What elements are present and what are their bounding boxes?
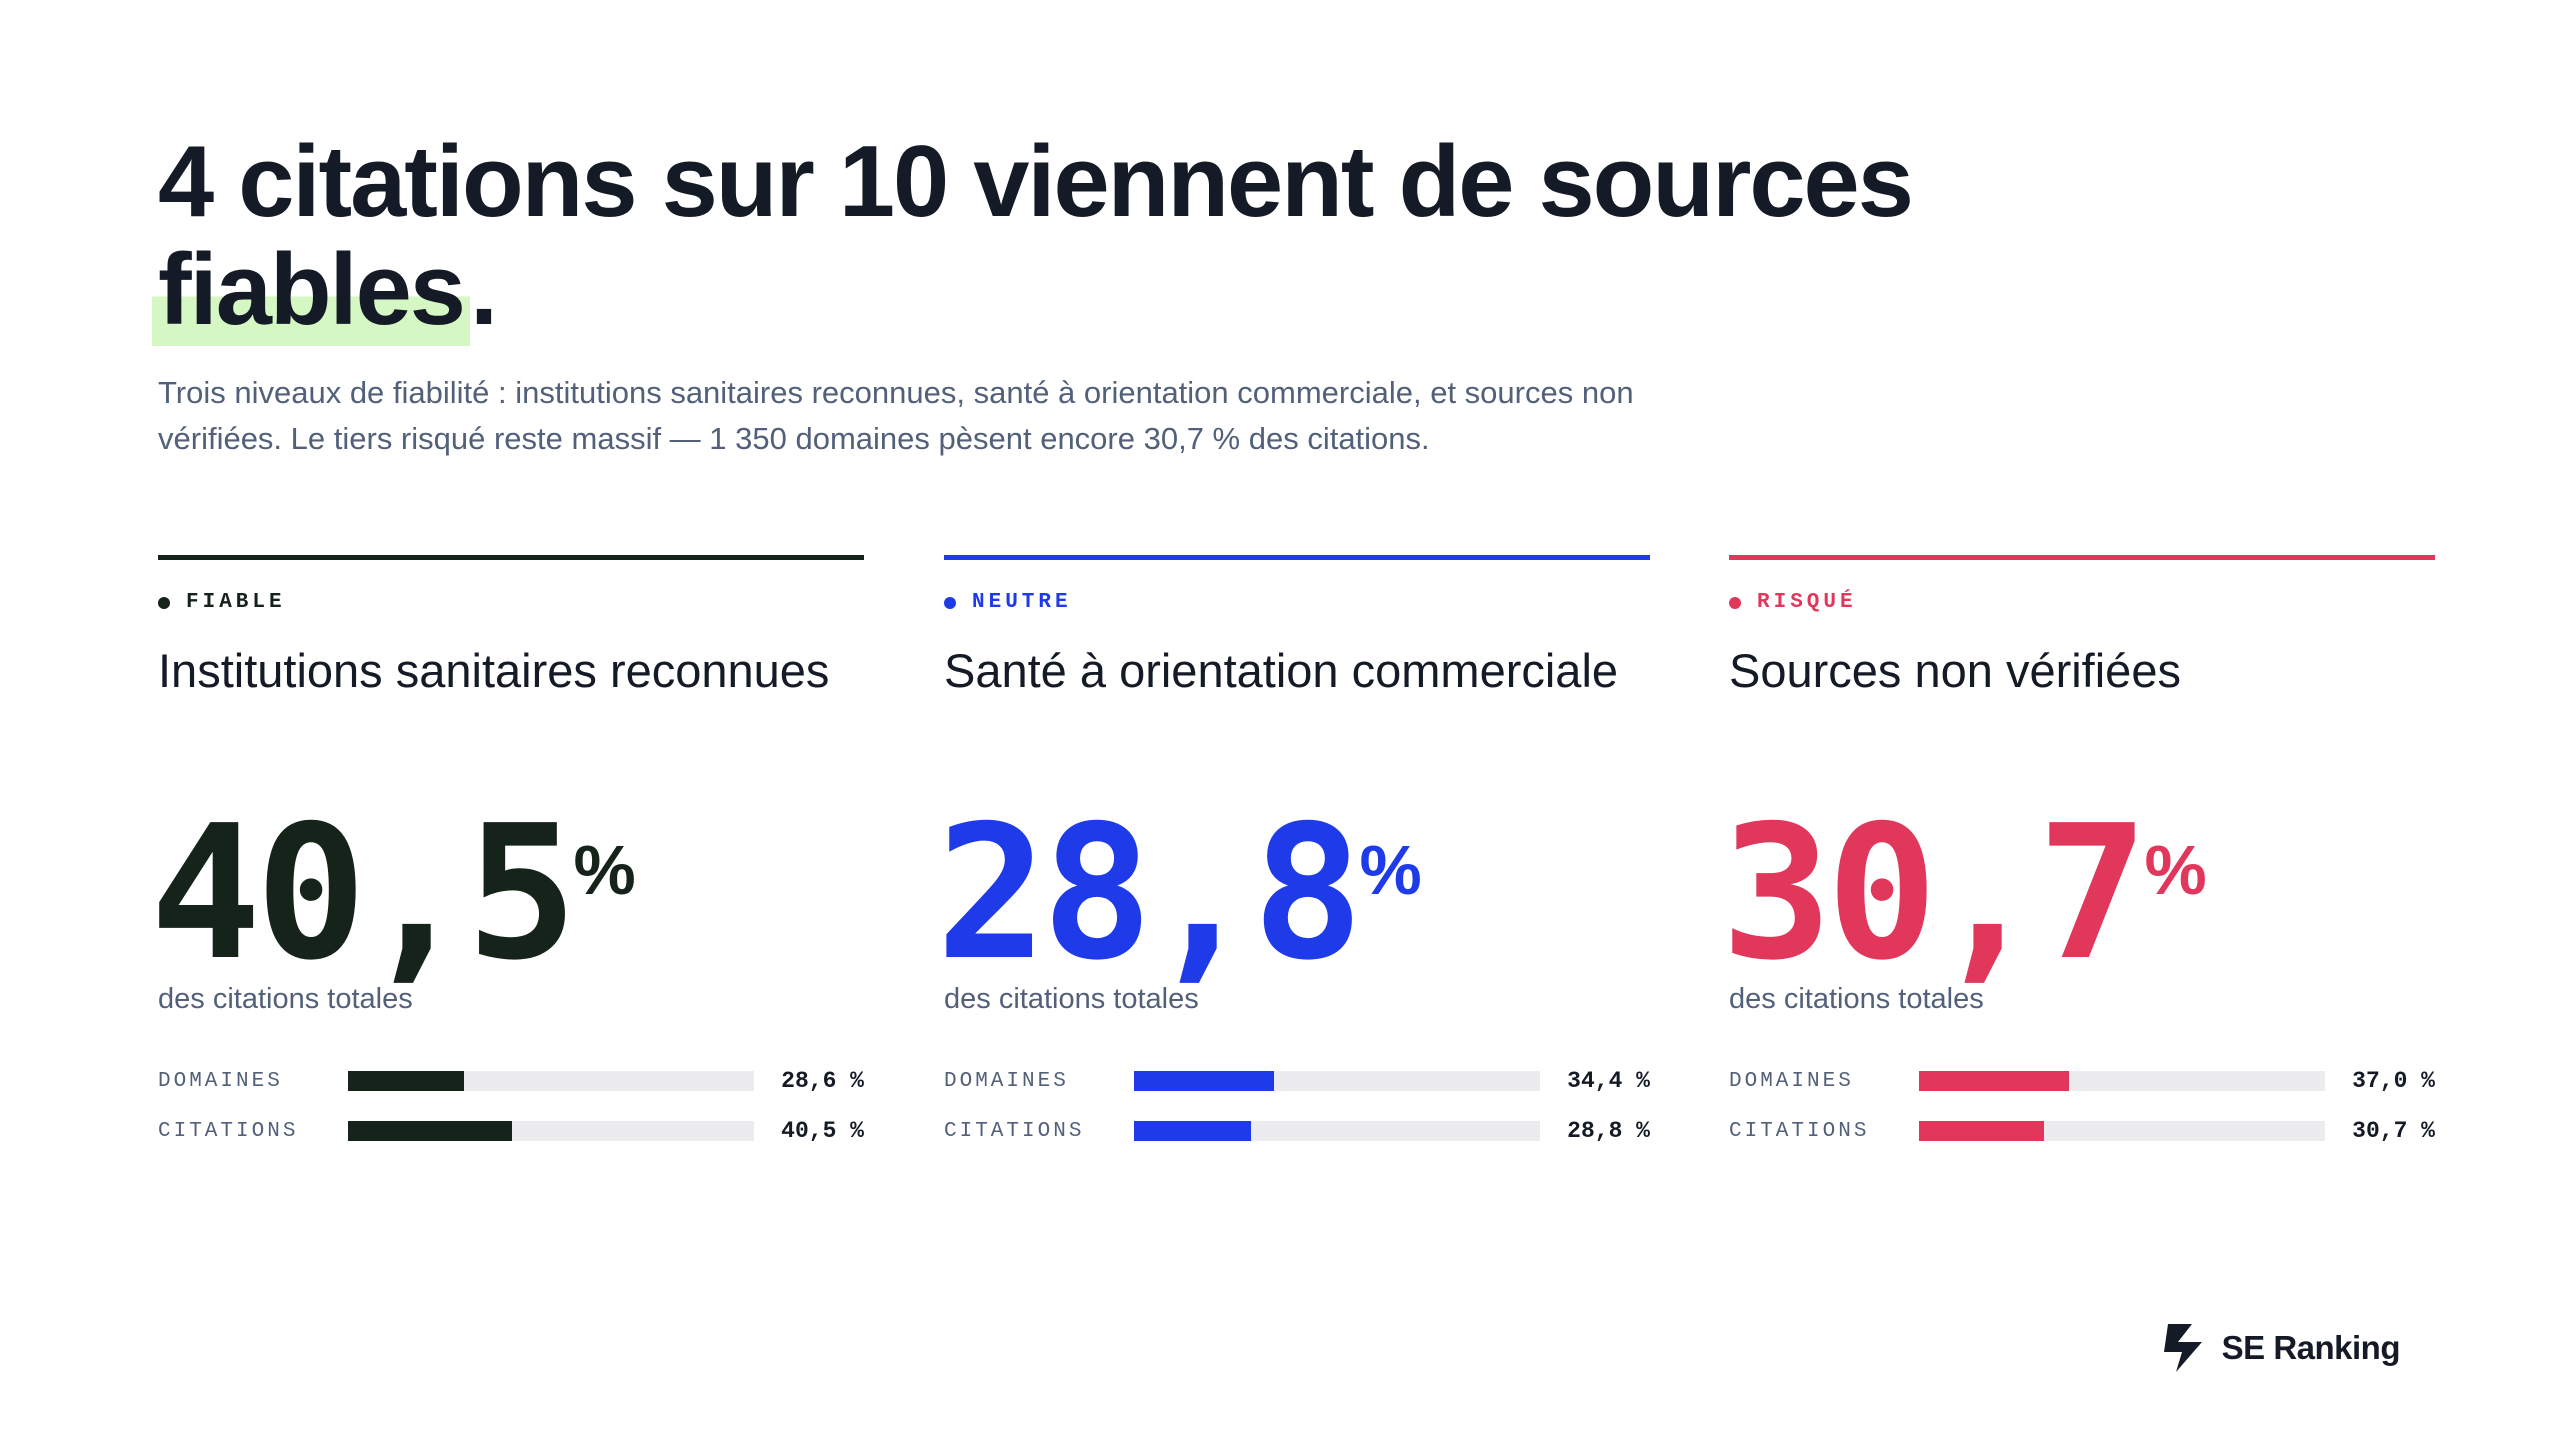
tag-dot-icon — [158, 596, 170, 609]
metric-value: 28,8 % — [1567, 1118, 1650, 1144]
tag-dot-icon — [944, 596, 956, 609]
big-number-unit: % — [2144, 831, 2207, 909]
big-number-value: 30,7 — [1721, 785, 2149, 1001]
metric-bar — [348, 1071, 465, 1091]
se-ranking-logo-icon — [2162, 1322, 2210, 1374]
metric-track — [348, 1071, 754, 1091]
metric-row-domaines: DOMAINES 28,6 % — [158, 1066, 864, 1096]
big-number: 28,8 % — [936, 793, 1422, 993]
metric-value: 37,0 % — [2352, 1068, 2435, 1094]
headline: 4 citations sur 10 viennent de sources f… — [152, 126, 2258, 346]
card-caption: des citations totales — [1729, 983, 1984, 1015]
metric-track — [348, 1121, 754, 1141]
card-rule — [944, 555, 1650, 560]
metric-track — [1919, 1071, 2325, 1091]
metric-value: 34,4 % — [1567, 1068, 1650, 1094]
metric-label: DOMAINES — [1729, 1069, 1854, 1093]
card-fiable: FIABLE Institutions sanitaires reconnues… — [150, 555, 864, 1155]
tag-label: RISQUÉ — [1757, 591, 1857, 614]
metric-value: 30,7 % — [2352, 1118, 2435, 1144]
card-title: Institutions sanitaires reconnues — [158, 644, 830, 697]
headline-line1: 4 citations sur 10 viennent de sources — [158, 126, 1914, 238]
card-tag: NEUTRE — [944, 591, 1072, 614]
metric-bar — [1919, 1121, 2044, 1141]
card-tag: RISQUÉ — [1729, 591, 1857, 614]
metric-track — [1134, 1121, 1540, 1141]
big-number-value: 40,5 — [150, 785, 578, 1001]
brand-name: SE Ranking — [2221, 1329, 2401, 1366]
card-tag: FIABLE — [158, 591, 286, 614]
metric-label: DOMAINES — [944, 1069, 1069, 1093]
metric-label: CITATIONS — [1729, 1119, 1870, 1143]
metric-value: 40,5 % — [781, 1118, 864, 1144]
metric-label: CITATIONS — [158, 1119, 299, 1143]
headline-highlight: fiables — [152, 234, 470, 346]
metric-track — [1134, 1071, 1540, 1091]
big-number-unit: % — [1359, 831, 1422, 909]
tag-label: FIABLE — [186, 591, 286, 614]
metric-label: CITATIONS — [944, 1119, 1085, 1143]
metric-row-citations: CITATIONS 28,8 % — [944, 1116, 1650, 1146]
metric-bar — [1134, 1071, 1274, 1091]
brand: SE Ranking — [2162, 1322, 2401, 1374]
metric-bar — [348, 1121, 513, 1141]
metric-row-domaines: DOMAINES 37,0 % — [1729, 1066, 2435, 1096]
card-rule — [1729, 555, 2435, 560]
subtitle: Trois niveaux de fiabilité : institution… — [158, 375, 1634, 456]
metric-bar — [1919, 1071, 2070, 1091]
metric-row-citations: CITATIONS 30,7 % — [1729, 1116, 2435, 1146]
big-number: 40,5 % — [150, 793, 636, 993]
big-number: 30,7 % — [1721, 793, 2207, 993]
tag-label: NEUTRE — [972, 591, 1072, 614]
headline-end: . — [469, 234, 498, 346]
metric-label: DOMAINES — [158, 1069, 283, 1093]
card-rule — [158, 555, 864, 560]
big-number-unit: % — [573, 831, 636, 909]
card-title: Santé à orientation commerciale — [944, 644, 1619, 697]
metric-row-citations: CITATIONS 40,5 % — [158, 1116, 864, 1146]
tag-dot-icon — [1729, 596, 1741, 609]
card-caption: des citations totales — [158, 983, 413, 1015]
card-caption: des citations totales — [944, 983, 1199, 1015]
big-number-value: 28,8 — [936, 785, 1364, 1001]
card-risque: RISQUÉ Sources non vérifiées 30,7 % des … — [1721, 555, 2435, 1155]
metric-row-domaines: DOMAINES 34,4 % — [944, 1066, 1650, 1096]
metric-value: 28,6 % — [781, 1068, 864, 1094]
metric-track — [1919, 1121, 2325, 1141]
card-title: Sources non vérifiées — [1729, 644, 2181, 697]
metric-bar — [1134, 1121, 1251, 1141]
card-neutre: NEUTRE Santé à orientation commerciale 2… — [936, 555, 1650, 1155]
